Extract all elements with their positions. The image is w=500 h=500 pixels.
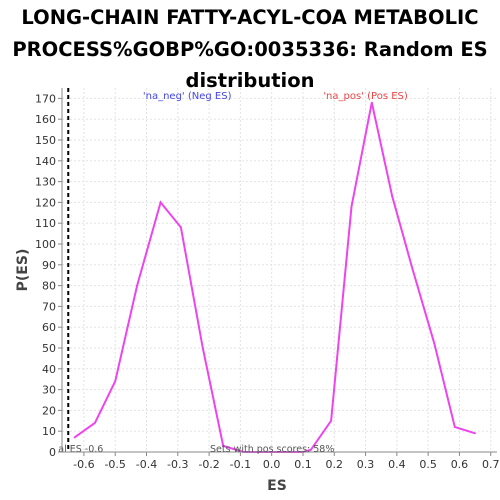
chart-title: LONG-CHAIN FATTY-ACYL-COA METABOLIC PROC… <box>0 2 500 97</box>
y-tick-label: 140 <box>35 155 56 168</box>
data-point <box>93 421 96 424</box>
x-tick-label: 0.4 <box>388 458 406 471</box>
legend-entry-0: 'na_neg' (Neg ES) <box>143 91 232 102</box>
axes <box>61 88 497 453</box>
data-point <box>159 201 162 204</box>
chart-title-line-3: distribution <box>185 69 315 92</box>
data-point <box>391 195 394 198</box>
data-point <box>201 347 204 349</box>
legend: 'na_neg' (Neg ES) 'na_pos' (Pos ES) <box>143 91 408 102</box>
y-tick-label: 0 <box>49 446 56 459</box>
y-tick-label: 10 <box>42 425 56 438</box>
y-tick-label: 40 <box>42 363 56 376</box>
x-tick-label: -0.5 <box>104 458 125 471</box>
x-tick-label: 0.7 <box>482 458 500 471</box>
chart-title-line-1: LONG-CHAIN FATTY-ACYL-COA METABOLIC <box>21 6 479 29</box>
y-tick-label: 130 <box>35 176 56 189</box>
x-tick-label: 0.2 <box>326 458 344 471</box>
x-tick-label: 0.3 <box>357 458 375 471</box>
x-tick-label: 0.1 <box>294 458 312 471</box>
y-tick-label: 170 <box>35 92 56 105</box>
y-tick-label: 120 <box>35 196 56 209</box>
data-point <box>73 436 76 439</box>
grid-lines <box>62 88 497 453</box>
pos-score-annotation: Sets with pos scores: 58% <box>210 444 334 455</box>
data-point <box>330 419 333 422</box>
y-tick-label: 90 <box>42 259 56 272</box>
x-tick-label: 0.0 <box>263 458 281 471</box>
data-point <box>370 101 373 104</box>
y-tick-label: 150 <box>35 134 56 147</box>
data-point <box>180 226 182 229</box>
x-tick-label: -0.2 <box>198 458 219 471</box>
data-point <box>136 284 139 287</box>
data-point <box>453 426 456 428</box>
y-tick-label: 50 <box>42 342 56 355</box>
y-tick-label: 160 <box>35 113 56 126</box>
y-tick-label: 30 <box>42 384 56 397</box>
data-point <box>411 268 414 270</box>
data-point <box>433 342 436 345</box>
data-point <box>114 380 117 383</box>
x-tick-label: -0.6 <box>73 458 94 471</box>
actual-es-marker-group: al ES -0.6 <box>58 88 103 455</box>
legend-entry-1: 'na_pos' (Pos ES) <box>323 91 408 102</box>
y-tick-label: 80 <box>42 280 56 293</box>
y-axis-title: P(ES) <box>15 249 31 292</box>
data-point <box>350 205 353 208</box>
data-point <box>309 449 312 451</box>
x-axis-title: ES <box>267 478 287 494</box>
data-point <box>222 444 225 447</box>
plot-area <box>62 88 497 452</box>
x-tick-label: -0.1 <box>230 458 251 471</box>
y-tick-label: 20 <box>42 404 56 417</box>
y-tick-label: 100 <box>35 238 56 251</box>
x-tick-label: -0.3 <box>167 458 188 471</box>
x-tick-labels: -0.6 -0.5 -0.4 -0.3 -0.2 -0.1 0.0 0.1 0.2 0.3 0.4 0… <box>73 452 499 471</box>
x-tick-label: -0.4 <box>136 458 157 471</box>
actual-es-label: al ES -0.6 <box>58 444 103 455</box>
data-point <box>474 432 476 435</box>
chart-title-line-2: PROCESS%GOBP%GO:0035336: Random ES <box>12 37 488 61</box>
y-tick-label: 110 <box>35 217 56 230</box>
y-tick-labels: 0 10 20 30 40 50 60 70 80 90 100 110 120 130 140 150 160… <box>35 92 62 459</box>
y-tick-label: 70 <box>42 300 56 313</box>
y-tick-label: 60 <box>42 321 56 334</box>
x-tick-label: 0.6 <box>451 458 469 471</box>
x-tick-label: 0.5 <box>419 458 437 471</box>
